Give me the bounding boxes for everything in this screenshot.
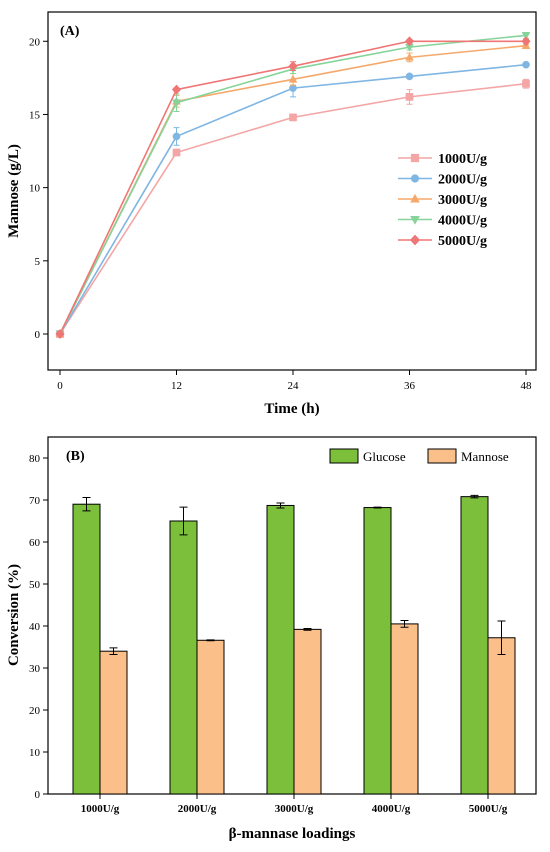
data-point-3000U/g xyxy=(288,74,298,83)
error-bar xyxy=(179,506,188,536)
legend-label-1000U/g: 1000U/g xyxy=(438,152,487,167)
data-point-1000U/g xyxy=(405,93,414,101)
panel-b-y-tick-label: 20 xyxy=(29,705,41,717)
panel-b-x-tick-label: 1000U/g xyxy=(81,803,120,815)
legend-label-2000U/g: 2000U/g xyxy=(438,173,487,188)
panel-b-x-tick-label: 5000U/g xyxy=(469,803,508,815)
legend-marker-4000U/g xyxy=(410,215,420,225)
panel-a-y-tick-label: 15 xyxy=(29,109,41,121)
legend-label-Mannose: Mannose xyxy=(461,449,509,464)
bar-Glucose-3000U/g xyxy=(266,504,295,795)
data-point-5000U/g xyxy=(55,328,65,340)
bar-Mannose-4000U/g xyxy=(390,623,419,795)
data-point-2000U/g xyxy=(405,72,414,81)
data-point-5000U/g xyxy=(288,61,298,72)
panel-b-y-tick-label: 10 xyxy=(29,747,41,759)
bar-Mannose-3000U/g xyxy=(293,628,322,795)
panel-a-x-tick-label: 48 xyxy=(521,380,533,392)
panel-a-frame xyxy=(47,11,537,371)
legend-marker-2000U/g xyxy=(410,174,420,183)
data-point-5000U/g xyxy=(521,36,531,47)
data-point-4000U/g xyxy=(172,99,181,108)
panel-a-x-tick-label: 12 xyxy=(171,380,182,392)
error-bar xyxy=(497,620,506,656)
bar-Mannose-1000U/g xyxy=(99,650,128,795)
panel-b-x-tick-label: 4000U/g xyxy=(372,803,411,815)
data-point-1000U/g xyxy=(172,148,181,157)
panel-b-y-axis-title: Conversion (%) xyxy=(6,564,22,666)
error-bar xyxy=(470,494,479,499)
error-bar xyxy=(276,502,285,509)
bar-Glucose-1000U/g xyxy=(72,503,101,795)
panel-b-y-tick-label: 0 xyxy=(35,789,41,801)
panel-b-x-tick-label: 2000U/g xyxy=(178,803,217,815)
panel-b-x-tick-label: 3000U/g xyxy=(275,803,314,815)
error-bar xyxy=(109,647,118,656)
data-point-2000U/g xyxy=(172,132,181,141)
error-bar xyxy=(373,506,382,509)
legend-label-Glucose: Glucose xyxy=(363,449,406,464)
data-point-2000U/g xyxy=(522,60,530,69)
panel-a-label: (A) xyxy=(60,24,80,39)
error-bar xyxy=(206,639,215,642)
legend-label-5000U/g: 5000U/g xyxy=(438,234,487,249)
data-point-5000U/g xyxy=(171,84,182,95)
legend-swatch-Glucose xyxy=(329,448,359,464)
panel-b-y-tick-label: 30 xyxy=(29,663,41,675)
legend-label-4000U/g: 4000U/g xyxy=(438,214,487,229)
panel-b-x-axis-title: β-mannase loadings xyxy=(229,826,356,842)
panel-a-y-axis-title: Mannose (g/L) xyxy=(6,144,22,238)
panel-a-x-tick-label: 0 xyxy=(57,380,63,392)
bar-Mannose-5000U/g xyxy=(487,637,516,795)
error-bar xyxy=(400,620,409,628)
panel-a-x-tick-label: 24 xyxy=(288,380,300,392)
data-point-4000U/g xyxy=(521,32,531,41)
data-point-3000U/g xyxy=(405,52,414,61)
bar-Glucose-4000U/g xyxy=(363,507,392,795)
legend-marker-1000U/g xyxy=(410,153,420,163)
panel-b-y-tick-label: 60 xyxy=(29,537,41,549)
panel-a-x-axis-title: Time (h) xyxy=(264,401,319,417)
bar-Glucose-2000U/g xyxy=(169,520,198,795)
error-bar xyxy=(82,496,91,512)
data-point-1000U/g xyxy=(289,113,297,122)
panel-b-bar-chart: (B) 0 10 20 30 40 50 60 70 80 1000U/g 2000U/g 3000U… xyxy=(6,436,537,842)
panel-b-y-tick-label: 70 xyxy=(29,495,41,507)
panel-b-y-tick-label: 80 xyxy=(29,453,41,465)
error-bar xyxy=(303,628,312,631)
panel-a-x-tick-label: 36 xyxy=(404,380,416,392)
panel-a-y-tick-label: 0 xyxy=(35,329,41,341)
series-5000U/g xyxy=(55,36,531,340)
data-point-1000U/g xyxy=(522,79,530,88)
legend-swatch-Mannose xyxy=(427,448,457,464)
panel-a-y-tick-label: 5 xyxy=(35,256,41,268)
panel-a-y-tick-label: 10 xyxy=(29,183,41,195)
panel-b-label: (B) xyxy=(66,449,85,464)
bar-Mannose-2000U/g xyxy=(196,639,225,795)
legend-label-3000U/g: 3000U/g xyxy=(438,193,487,208)
panel-a-y-tick-label: 20 xyxy=(29,36,41,48)
data-point-5000U/g xyxy=(404,36,415,47)
panel-a-line-chart: (A) 0 5 10 15 20 0 12 24 36 48 1000U/g 2000U/g 3000… xyxy=(6,11,537,417)
bar-Glucose-5000U/g xyxy=(460,496,489,795)
legend-marker-5000U/g xyxy=(409,234,421,246)
panel-b-y-tick-label: 40 xyxy=(29,621,41,633)
series-1000U/g xyxy=(56,78,530,338)
legend-marker-3000U/g xyxy=(410,193,420,203)
series-line-1000U/g xyxy=(59,82,527,335)
panel-b-y-tick-label: 50 xyxy=(29,579,41,591)
